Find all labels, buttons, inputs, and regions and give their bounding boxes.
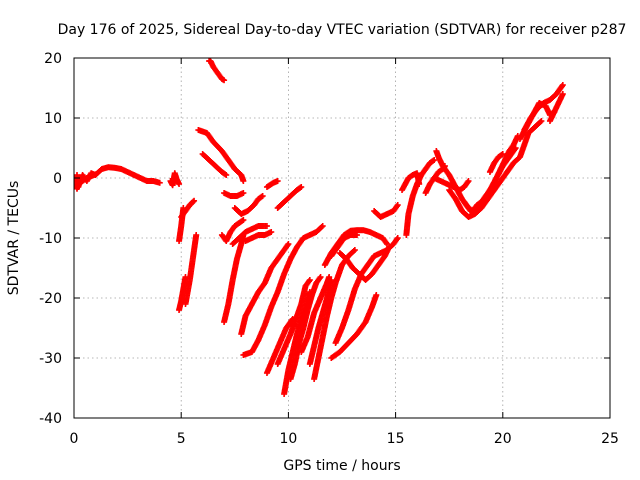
data-point [156,179,163,186]
data-point [240,178,247,184]
data-point [193,232,200,238]
data-point [350,248,357,254]
data-point [274,178,281,184]
data-point [538,118,545,124]
data-point [394,202,401,208]
x-tick-label: 10 [279,431,297,447]
data-point [431,157,438,163]
data-point [268,229,275,235]
data-point [240,190,247,196]
y-tick-label: -10 [39,231,62,247]
x-tick-label: 20 [494,431,512,447]
x-tick-label: 25 [601,431,619,447]
data-point [306,277,313,283]
x-tick-label: 15 [387,431,405,447]
data-point [92,171,99,178]
data-point [499,151,506,157]
data-point [559,91,566,97]
data-point [259,193,266,199]
data-point [298,184,305,190]
data-point [190,198,197,205]
data-point [319,223,326,229]
data-point [284,242,291,249]
data-point [328,277,335,283]
y-tick-label: -20 [39,291,62,307]
data-point [318,224,325,230]
y-tick-label: 10 [44,111,62,127]
data-point [394,235,401,241]
x-axis-label: GPS time / hours [283,458,400,474]
y-tick-label: 20 [44,51,62,67]
data-point [511,146,518,153]
data-point [223,172,230,178]
x-tick-label: 5 [177,431,186,447]
data-point [537,119,544,125]
y-axis-label: SDTVAR / TECUs [6,181,22,296]
data-point [317,274,324,280]
x-tick-label: 0 [70,431,79,447]
data-point [559,83,566,90]
data-point [285,241,292,247]
chart-title: Day 176 of 2025, Sidereal Day-to-day VTE… [58,22,627,38]
data-point [263,223,270,229]
y-tick-label: -30 [39,351,62,367]
data-point [240,217,247,223]
data-point [191,197,198,204]
data-marks [74,58,566,397]
axis-ticks: 0 5 10 15 20 25 -40 -30 -20 -10 0 10 20 [39,51,619,447]
data-point [465,178,472,184]
data-point [373,292,380,298]
data-point [354,232,361,238]
data-point [512,145,519,151]
data-point [221,77,228,84]
y-tick-label: 0 [53,171,62,187]
data-point [559,82,566,88]
data-point [351,247,358,253]
data-point [176,181,183,187]
y-tick-label: -40 [39,411,62,427]
